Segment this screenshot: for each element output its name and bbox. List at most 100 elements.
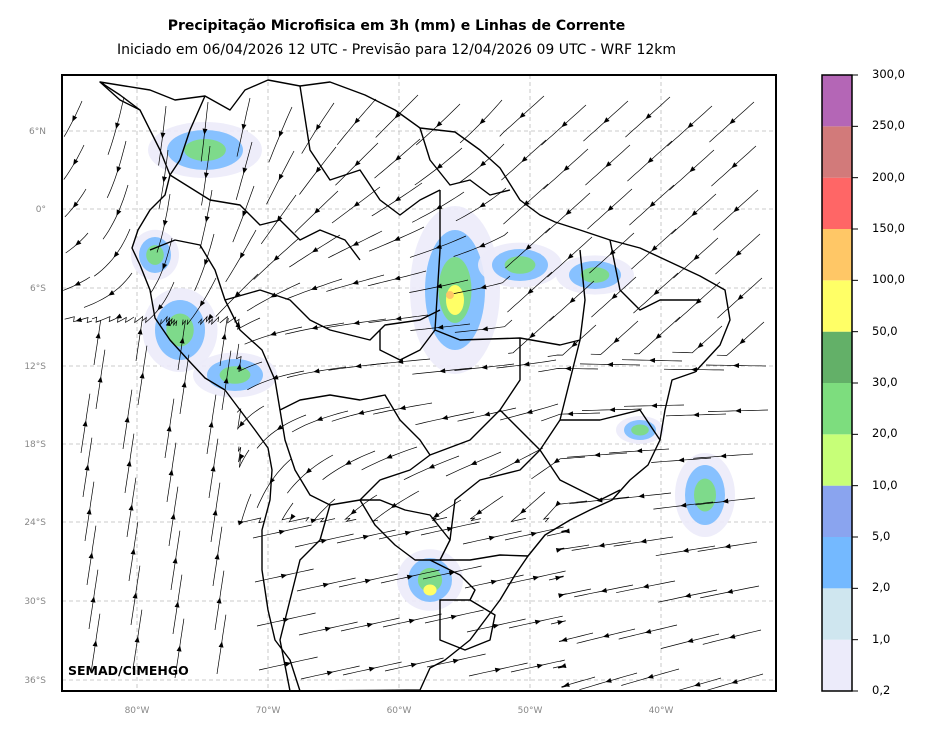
precip-cell — [556, 255, 634, 295]
streamline-arrow — [563, 165, 570, 172]
streamline-arrow — [651, 245, 658, 252]
streamline-arrow — [242, 210, 248, 218]
streamline-arrow — [530, 531, 538, 537]
streamline-arrow — [311, 247, 319, 253]
streamline-arrow — [320, 538, 328, 544]
border-argentina — [279, 504, 331, 691]
streamline-arrow — [733, 206, 740, 213]
streamline-arrow — [569, 297, 576, 304]
lat-tick-label: 6°N — [29, 127, 46, 137]
streamline-arrow — [724, 543, 731, 549]
streamline-arrow — [563, 682, 570, 687]
streamline-arrow — [603, 117, 610, 124]
streamline-arrow — [560, 663, 567, 668]
streamline-arrow — [529, 332, 536, 339]
colorbar-segment — [822, 280, 852, 332]
streamline-arrow — [168, 469, 174, 476]
streamline-arrow — [410, 662, 418, 668]
streamline-arrow — [280, 573, 288, 579]
colorbar-level-label: 2,0 — [872, 580, 891, 595]
streamline-arrow — [722, 498, 729, 504]
streamline-arrow — [393, 235, 401, 241]
lon-tick-label: 50°W — [518, 706, 543, 716]
colorbar-level-label: 250,0 — [872, 118, 905, 133]
streamline-arrow — [437, 324, 444, 330]
streamline-arrow — [609, 407, 616, 413]
streamline-arrow — [567, 411, 574, 417]
streamline-arrow — [694, 681, 701, 687]
streamline-arrow — [316, 416, 323, 421]
streamline-arrow — [655, 333, 662, 340]
streamline-arrow — [735, 250, 742, 257]
lat-tick-label: 36°S — [24, 676, 46, 686]
precip-cell — [410, 206, 500, 374]
streamline-arrow — [345, 459, 352, 465]
streamline-arrow — [207, 313, 214, 321]
axis-ticks: 6°N 0° 6°S 12°S 18°S 24°S 30°S 36°S 80°W 70°W 60°W… — [24, 127, 673, 716]
streamline-arrow — [693, 412, 700, 418]
colorbar-segment — [822, 177, 852, 229]
streamline-arrow — [353, 320, 360, 326]
streamline-arrow — [162, 220, 168, 227]
colorbar-frame — [821, 74, 853, 692]
border-venezuela — [299, 85, 441, 216]
streamline-arrow — [480, 284, 487, 290]
streamline-arrow — [218, 641, 224, 648]
streamline-arrow — [684, 592, 692, 598]
streamline-arrow — [362, 534, 370, 540]
streamline-arrow — [726, 588, 734, 594]
streamline-arrow — [88, 552, 94, 559]
precip-cell — [397, 549, 463, 611]
streamline-arrow — [647, 673, 654, 679]
colorbar — [822, 74, 858, 692]
streamline-arrow — [386, 453, 393, 459]
streamline-arrow — [315, 124, 322, 131]
streamline-arrow — [239, 252, 245, 259]
streamline-arrow — [314, 207, 321, 214]
streamline-arrow — [354, 117, 361, 124]
streamline-arrow — [239, 420, 245, 428]
country-borders — [99, 79, 731, 691]
streamline-arrow — [428, 463, 435, 469]
colorbar-segment — [822, 537, 852, 589]
colorbar-level-label: 30,0 — [872, 375, 898, 389]
streamline-arrow — [536, 663, 544, 669]
lat-tick-label: 0° — [36, 205, 46, 215]
streamline-arrow — [324, 626, 332, 632]
streamline-arrow — [563, 528, 570, 534]
streamline-arrow — [236, 363, 242, 370]
streamline-arrow — [137, 328, 143, 335]
streamline-arrow — [521, 156, 528, 163]
precipitation-field — [131, 122, 735, 611]
streamline-arrow — [680, 502, 687, 508]
streamline-arrow — [221, 333, 227, 340]
lat-tick-label: 24°S — [24, 518, 46, 528]
colorbar-segment — [822, 229, 852, 281]
colorbar-level-label: 0,2 — [872, 683, 891, 697]
streamline-arrow — [523, 361, 530, 367]
streamline-arrow — [406, 574, 414, 580]
streamline-arrow — [92, 640, 98, 647]
streamline-arrow — [494, 667, 502, 673]
streamline-arrow — [483, 411, 491, 417]
streamline-arrow — [598, 542, 605, 548]
colorbar-segment — [822, 434, 852, 486]
border-bolivia — [279, 394, 431, 506]
streamline-arrow — [404, 530, 412, 536]
streamline-arrow — [134, 636, 140, 643]
border-brazil-states-7 — [379, 329, 436, 361]
map-frame — [61, 74, 777, 692]
streamline-arrow — [315, 166, 322, 173]
streamline-arrow — [364, 578, 372, 584]
streamline-arrow — [74, 280, 81, 286]
streamline-arrow — [720, 453, 727, 459]
streamline-arrow — [132, 592, 138, 599]
border-brazil-states-5 — [560, 409, 661, 441]
streamline-arrow — [214, 553, 220, 560]
streamline-arrow — [126, 460, 132, 467]
streamline-arrow — [166, 425, 172, 432]
streamline-arrow — [687, 122, 694, 129]
colorbar-level-label: 150,0 — [872, 221, 905, 235]
streamline-arrow — [170, 513, 176, 520]
